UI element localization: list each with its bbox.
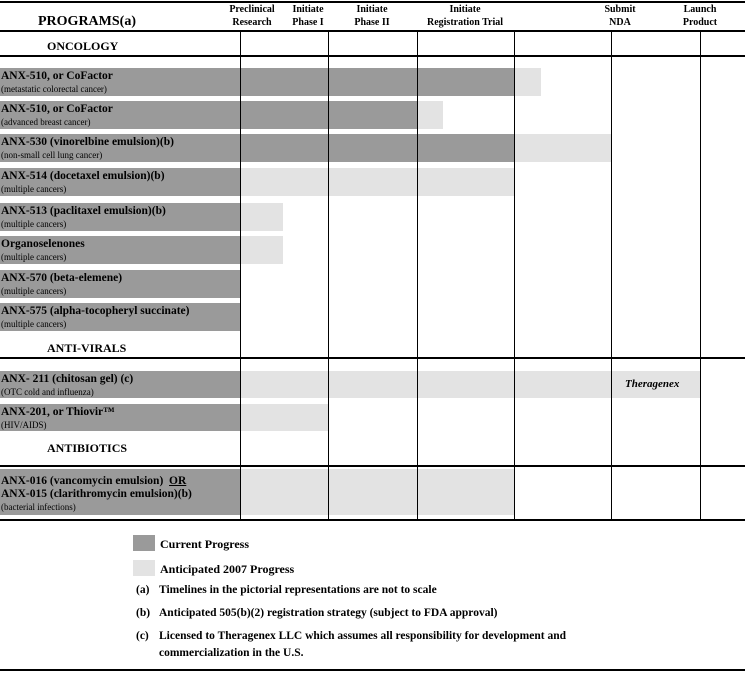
stage-line2: Phase I [292, 17, 324, 28]
stage-line2: Registration Trial [426, 17, 503, 28]
section-rule [0, 357, 745, 359]
program-name-alt: ANX-015 (clarithromycin emulsion)(b) [1, 488, 192, 500]
stage-header: Launch Product [650, 3, 745, 29]
footnote-text: Licensed to Theragenex LLC which assumes… [159, 630, 567, 642]
current-progress-bar [0, 469, 240, 515]
stage-column-divider [700, 31, 701, 520]
program-name: ANX-575 (alpha-tocopheryl succinate) [1, 305, 190, 317]
legend-current-swatch [133, 535, 155, 551]
section-rule [0, 465, 745, 467]
program-name: ANX-201, or Thiovir™ [1, 406, 115, 418]
stage-column-divider [240, 31, 241, 520]
program-indication: (bacterial infections) [1, 502, 76, 512]
footnote-b: (b) Anticipated 505(b)(2) registration st… [136, 605, 497, 622]
stage-line2: Product [682, 17, 718, 28]
footnote-label: (a) [136, 584, 150, 596]
current-progress-bar [0, 236, 240, 264]
current-progress-bar [0, 168, 240, 196]
footnote-a: (a) Timelines in the pictorial representa… [136, 582, 437, 599]
program-name: ANX-570 (beta-elemene) [1, 272, 123, 284]
footnote-text: Timelines in the pictorial representatio… [159, 584, 437, 596]
program-name: ANX-514 (docetaxel emulsion)(b) [1, 170, 165, 182]
program-name: ANX-016 (vancomycin emulsion) OR [1, 475, 187, 487]
page-bottom-rule [0, 669, 745, 671]
table-bottom-rule [0, 519, 745, 521]
programs-title: PROGRAMS(a) [38, 14, 136, 29]
current-progress-bar [0, 371, 240, 398]
stage-line1: Preclinical [229, 4, 275, 15]
stage-line1: Initiate [449, 4, 481, 15]
program-indication: (multiple cancers) [1, 319, 67, 329]
stage-column-divider [417, 31, 418, 520]
current-progress-bar [0, 303, 240, 331]
stage-header: Initiate Phase II [322, 3, 422, 29]
current-progress-bar [0, 68, 514, 96]
footnote-text-cont: commercialization in the U.S. [159, 647, 304, 659]
current-progress-bar [0, 101, 417, 129]
program-indication: (advanced breast cancer) [1, 117, 91, 127]
legend-anticipated-swatch [133, 560, 155, 576]
program-indication: (multiple cancers) [1, 252, 67, 262]
stage-header: Initiate Phase I [258, 3, 358, 29]
program-indication: (multiple cancers) [1, 184, 67, 194]
section-rule [0, 55, 745, 57]
current-progress-bar [0, 134, 514, 162]
stage-line2: NDA [609, 17, 631, 28]
program-name: ANX-510, or CoFactor [1, 70, 113, 82]
legend-current-label: Current Progress [160, 537, 249, 551]
stage-column-divider [514, 31, 515, 520]
footnote-text: Anticipated 505(b)(2) registration strat… [159, 607, 498, 619]
current-progress-bar [0, 203, 240, 231]
program-indication: (OTC cold and influenza) [1, 387, 94, 397]
program-indication: (metastatic colorectal cancer) [1, 84, 107, 94]
program-name: ANX- 211 (chitosan gel) (c) [1, 373, 134, 385]
section-anti-virals: ANTI-VIRALS [47, 341, 127, 355]
stage-column-divider [328, 31, 329, 520]
stage-line1: Initiate [292, 4, 324, 15]
program-name: ANX-530 (vinorelbine emulsion)(b) [1, 136, 174, 148]
section-antibiotics: ANTIBIOTICS [47, 441, 128, 455]
section-oncology: ONCOLOGY [47, 39, 119, 53]
current-progress-bar [0, 270, 240, 298]
program-name: Organoselenones [1, 238, 85, 250]
stage-line1: Initiate [356, 4, 388, 15]
program-indication: (non-small cell lung cancer) [1, 150, 103, 160]
stage-line2: Phase II [354, 17, 390, 28]
stage-header: Initiate Registration Trial [415, 3, 515, 29]
footnote-label: (b) [136, 607, 151, 619]
stage-header: Preclinical Research [202, 3, 302, 29]
stage-line1: Submit [604, 4, 636, 15]
footnote-label: (c) [136, 630, 149, 642]
program-name: ANX-510, or CoFactor [1, 103, 113, 115]
header-rule [0, 30, 745, 32]
legend-anticipated-label: Anticipated 2007 Progress [160, 562, 295, 576]
program-indication: (multiple cancers) [1, 219, 67, 229]
program-name: ANX-513 (paclitaxel emulsion)(b) [1, 205, 166, 217]
stage-column-divider [611, 31, 612, 520]
current-progress-bar [0, 404, 240, 431]
table-top-rule [0, 1, 745, 3]
program-indication: (HIV/AIDS) [1, 420, 47, 430]
stage-header: Submit NDA [570, 3, 670, 29]
program-indication: (multiple cancers) [1, 286, 67, 296]
stage-line2: Research [232, 17, 272, 28]
stage-line1: Launch [683, 4, 717, 15]
footnote-c: (c) Licensed to Theragenex LLC which assu… [136, 628, 566, 662]
partner-label: Theragenex [625, 378, 680, 390]
